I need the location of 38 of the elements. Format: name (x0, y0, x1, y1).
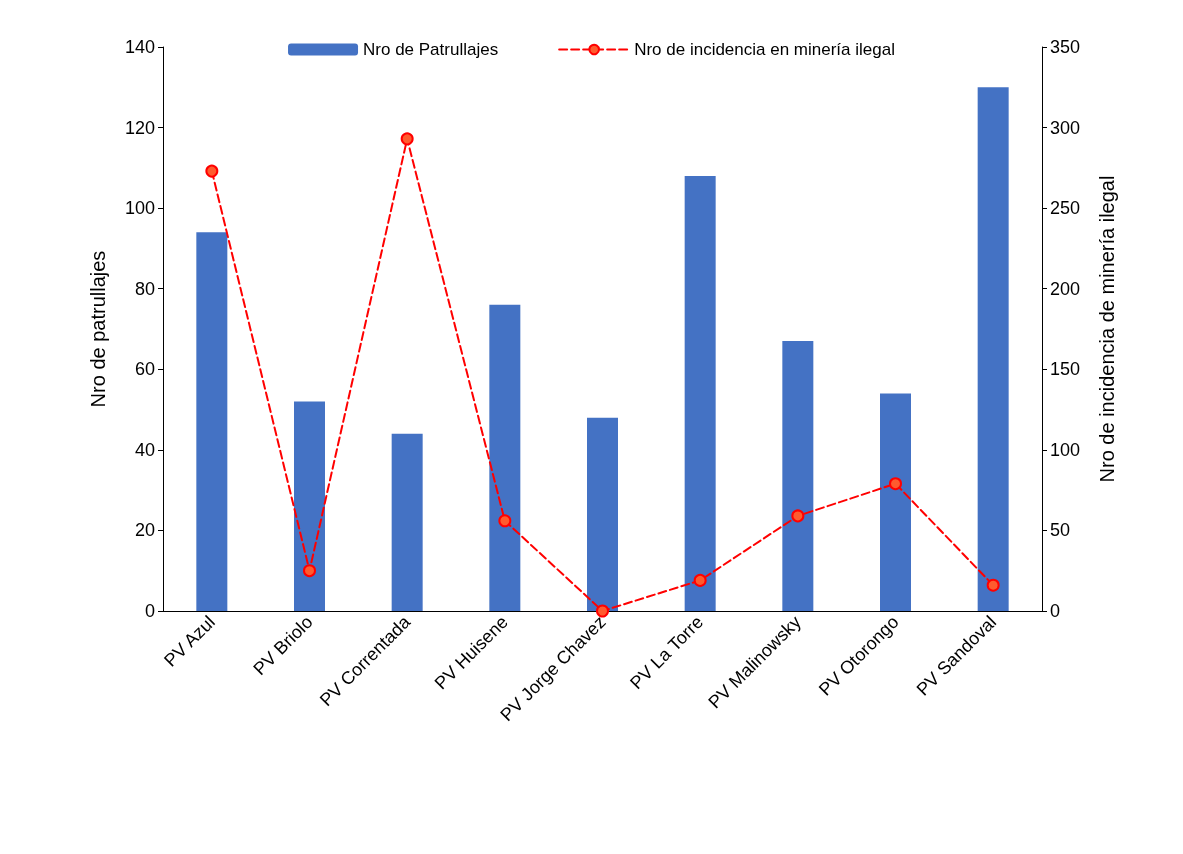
bar (587, 417, 618, 611)
bar (391, 433, 423, 611)
y-tick-label: 140 (124, 37, 155, 57)
bar (977, 87, 1009, 611)
point (791, 509, 805, 523)
y2-tick-label: 300 (1050, 117, 1081, 138)
bar (880, 393, 911, 611)
y2-tick-label: 50 (1050, 520, 1071, 541)
point (986, 578, 1000, 592)
point (400, 132, 414, 146)
legend-label: Nro de Patrullajes (363, 40, 499, 59)
y-tick-label: 120 (124, 117, 155, 138)
y-axis-title: Nro de patrullajes (87, 250, 109, 408)
y2-tick-label: 100 (1050, 439, 1081, 460)
y2-tick-label: 350 (1050, 37, 1081, 57)
y2-tick-label: 150 (1050, 359, 1081, 380)
point (693, 573, 707, 587)
legend-label: Nro de incidencia en minería ilegal (634, 40, 895, 59)
y-tick-label: 0 (144, 601, 155, 621)
y2-tick-label: 0 (1050, 601, 1061, 621)
y-tick-label: 20 (134, 520, 155, 541)
y2-tick-label: 250 (1050, 198, 1081, 219)
y2-tick-label: 200 (1050, 278, 1081, 299)
point (889, 477, 902, 491)
point (498, 514, 512, 528)
bar (294, 401, 325, 611)
bar (782, 341, 814, 611)
bar (684, 175, 716, 611)
point (205, 164, 219, 178)
y-tick-label: 80 (134, 278, 155, 299)
y2-axis-title: Nro de incidencia de minería ilegal (1096, 175, 1118, 483)
y-tick-label: 100 (124, 198, 155, 219)
point (303, 564, 316, 578)
bar (196, 232, 228, 611)
y-tick-label: 40 (134, 439, 155, 460)
y-tick-label: 60 (134, 359, 155, 380)
bar (489, 304, 521, 611)
point (596, 604, 609, 618)
